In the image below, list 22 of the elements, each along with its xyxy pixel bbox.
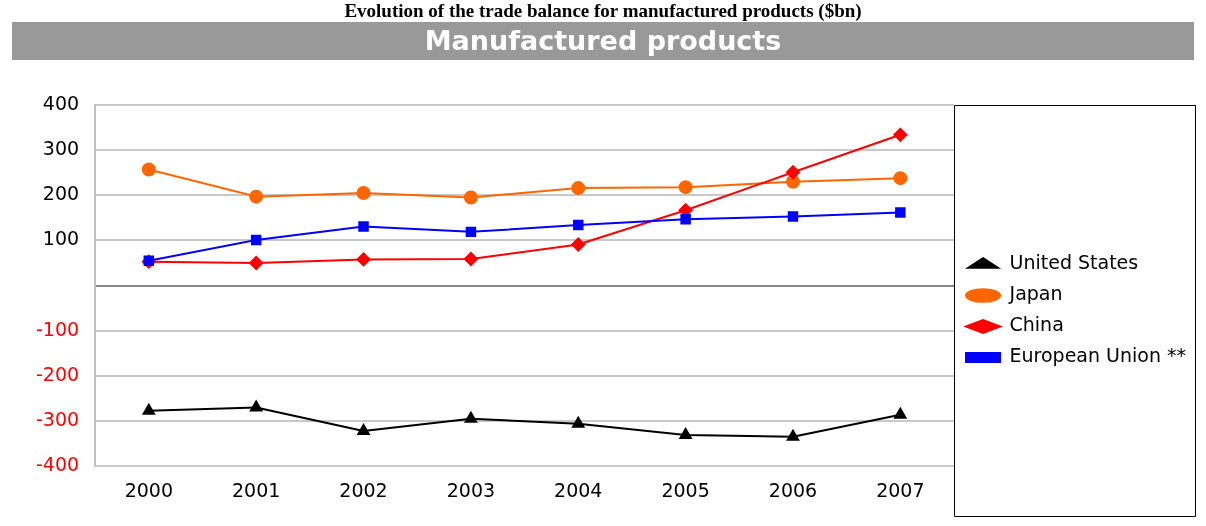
legend-label: European Union ** bbox=[1009, 344, 1187, 367]
legend-label: United States bbox=[1009, 251, 1139, 274]
chart-subtitle: Manufactured products bbox=[12, 22, 1194, 60]
x-tick-label: 2004 bbox=[554, 478, 603, 501]
y-tick-label: -400 bbox=[36, 453, 80, 476]
x-tick-label: 2003 bbox=[446, 478, 496, 501]
chart-title: Evolution of the trade balance for manufactured products ($bn) bbox=[343, 0, 863, 22]
y-tick-label: -100 bbox=[36, 317, 80, 340]
x-tick-label: 2002 bbox=[339, 478, 388, 501]
y-tick-label: -200 bbox=[36, 362, 80, 385]
x-tick-label: 2006 bbox=[768, 478, 818, 501]
y-tick-label: -300 bbox=[36, 407, 80, 430]
x-tick-label: 2005 bbox=[661, 478, 710, 501]
legend-label: China bbox=[1009, 313, 1064, 336]
y-tick-label: 400 bbox=[42, 91, 80, 114]
x-tick-label: 2007 bbox=[876, 478, 925, 501]
y-tick-label: 100 bbox=[42, 227, 80, 250]
y-tick-label: 200 bbox=[42, 182, 80, 205]
legend-label: Japan bbox=[1008, 282, 1063, 305]
y-tick-label: 300 bbox=[42, 137, 80, 160]
x-tick-label: 2001 bbox=[231, 478, 281, 501]
x-tick-label: 2000 bbox=[124, 478, 173, 501]
